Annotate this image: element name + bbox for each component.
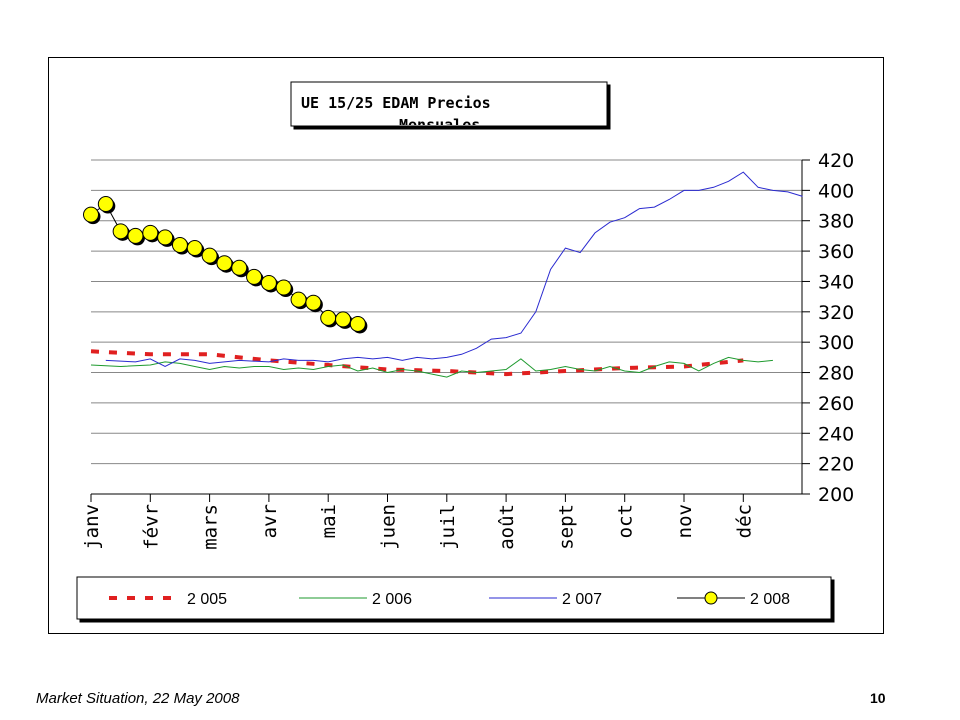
series-2008-marker — [97, 196, 114, 213]
y-tick-label: 220 — [818, 454, 854, 476]
y-tick-label: 360 — [818, 241, 854, 263]
chart-title-line-2: Mensuales — [399, 116, 480, 134]
series-2008-marker — [231, 259, 248, 276]
series-2008-marker — [349, 315, 366, 332]
series-2008-marker — [335, 311, 352, 328]
series-2008-marker — [186, 240, 203, 257]
axes: 200 220 240 260 280 300 320 340 360 380 400 420 janv… — [81, 150, 854, 550]
series-2008-marker — [112, 223, 129, 240]
series-2008-marker — [201, 247, 218, 264]
y-tick-label: 400 — [818, 180, 854, 202]
footer-source: Market Situation, 22 May 2008 — [36, 690, 240, 707]
chart-frame: UE 15/25 EDAM Precios Mensuales 200 220 24… — [48, 57, 884, 634]
x-tick-label: oct — [615, 504, 637, 538]
y-tick-label: 240 — [818, 423, 854, 445]
series-2008-marker — [216, 255, 233, 272]
x-tick-label: juil — [437, 504, 459, 550]
y-tick-label: 280 — [818, 363, 854, 385]
series-2008-marker — [127, 227, 144, 244]
series-2008-marker — [320, 309, 337, 326]
y-tick-label: 200 — [818, 484, 854, 506]
series-2008-marker — [305, 294, 322, 311]
grid-lines — [91, 159, 802, 465]
y-tick-label: 320 — [818, 302, 854, 324]
legend-label: 2 006 — [372, 591, 412, 608]
legend-label: 2 005 — [187, 591, 227, 608]
legend-key-2008-marker — [704, 591, 718, 605]
series-2008-marker — [246, 268, 263, 285]
x-tick-label: août — [496, 504, 518, 550]
series-2008-marker — [260, 274, 277, 291]
series-2008-marker — [157, 229, 174, 246]
series-2008-marker — [290, 291, 307, 308]
chart-title-line-1: UE 15/25 EDAM Precios — [301, 94, 491, 112]
series-layer — [83, 171, 803, 378]
chart-svg: UE 15/25 EDAM Precios Mensuales 200 220 24… — [76, 81, 854, 620]
x-tick-label: janv — [81, 504, 103, 550]
series-2008-marker — [171, 237, 188, 254]
x-tick-label: nov — [674, 504, 696, 538]
x-tick-label: sept — [555, 504, 577, 550]
series-line-2006 — [90, 356, 773, 378]
y-tick-label: 380 — [818, 211, 854, 233]
page-number: 10 — [870, 690, 886, 706]
series-line-2007 — [105, 171, 803, 368]
chart-title-box: UE 15/25 EDAM Precios Mensuales — [290, 81, 608, 134]
y-tick-label: 260 — [818, 393, 854, 415]
series-2008-marker — [83, 206, 99, 223]
x-tick-label: juen — [378, 504, 400, 550]
series-2008-marker — [142, 224, 159, 241]
y-tick-label: 340 — [818, 271, 854, 293]
x-tick-label: mars — [200, 504, 222, 550]
legend: 2 005 2 006 2 007 2 008 — [76, 576, 832, 620]
y-tick-label: 420 — [818, 150, 854, 172]
x-tick-label: mai — [318, 504, 340, 538]
x-tick-label: avr — [259, 504, 281, 538]
x-tick-label: déc — [733, 504, 755, 538]
series-2008-marker — [275, 279, 292, 296]
series-line-2005 — [90, 349, 744, 377]
y-tick-label: 300 — [818, 332, 854, 354]
legend-label: 2 008 — [750, 591, 790, 608]
legend-label: 2 007 — [562, 591, 602, 608]
x-tick-label: févr — [140, 504, 162, 550]
